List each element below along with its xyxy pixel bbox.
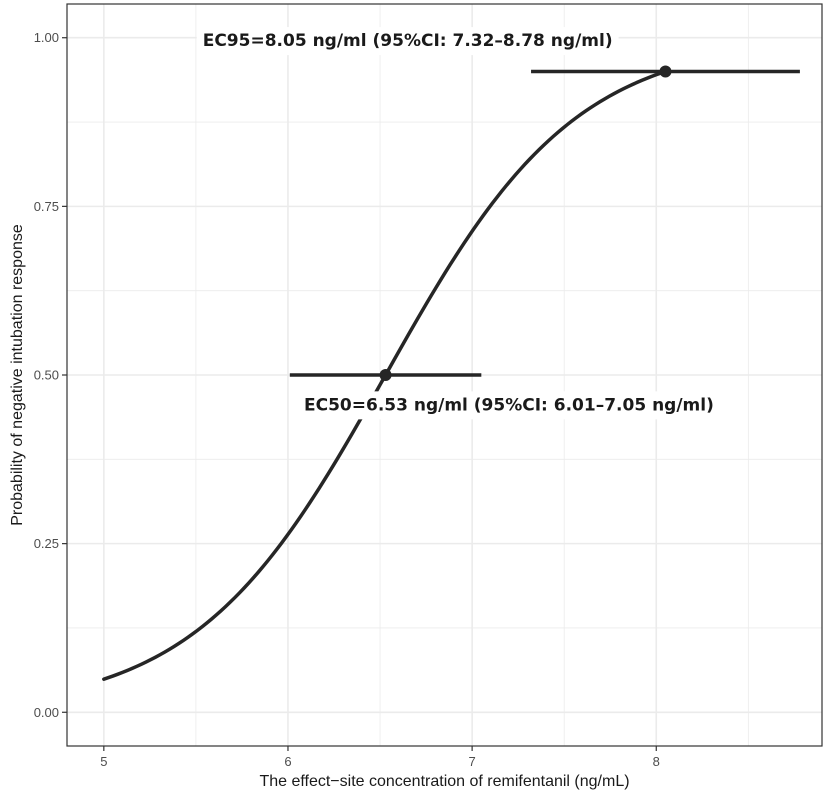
grid-lines <box>67 4 822 746</box>
y-tick-label: 0.50 <box>34 368 59 383</box>
x-axis-title: The effect−site concentration of remifen… <box>259 773 629 790</box>
annotations: EC95=8.05 ng/ml (95%CI: 7.32–8.78 ng/ml)… <box>196 27 720 420</box>
annotation-background <box>196 27 619 56</box>
estimate-points <box>379 65 672 381</box>
ec95-annotation: EC95=8.05 ng/ml (95%CI: 7.32–8.78 ng/ml) <box>196 27 619 56</box>
y-axis-title: Probability of negative intubation respo… <box>9 224 26 526</box>
ec95-point <box>659 65 672 78</box>
y-tick-label: 0.25 <box>34 536 59 551</box>
x-axis-ticks: 5 6 7 8 <box>100 746 660 769</box>
x-tick-label: 7 <box>469 754 476 769</box>
annotation-text: EC95=8.05 ng/ml (95%CI: 7.32–8.78 ng/ml) <box>203 31 613 51</box>
ec50-point <box>379 369 392 381</box>
x-tick-label: 5 <box>100 754 107 769</box>
x-tick-label: 8 <box>653 754 660 769</box>
ec50-annotation: EC50=6.53 ng/ml (95%CI: 6.01–7.05 ng/ml) <box>298 391 720 420</box>
y-tick-label: 0.75 <box>34 199 59 214</box>
y-tick-label: 0.00 <box>34 705 59 720</box>
annotation-background <box>298 391 720 420</box>
y-axis-ticks: 0.00 0.25 0.50 0.75 1.00 <box>34 30 67 720</box>
x-tick-label: 6 <box>284 754 291 769</box>
y-tick-label: 1.00 <box>34 30 59 45</box>
annotation-text: EC50=6.53 ng/ml (95%CI: 6.01–7.05 ng/ml) <box>304 395 714 415</box>
